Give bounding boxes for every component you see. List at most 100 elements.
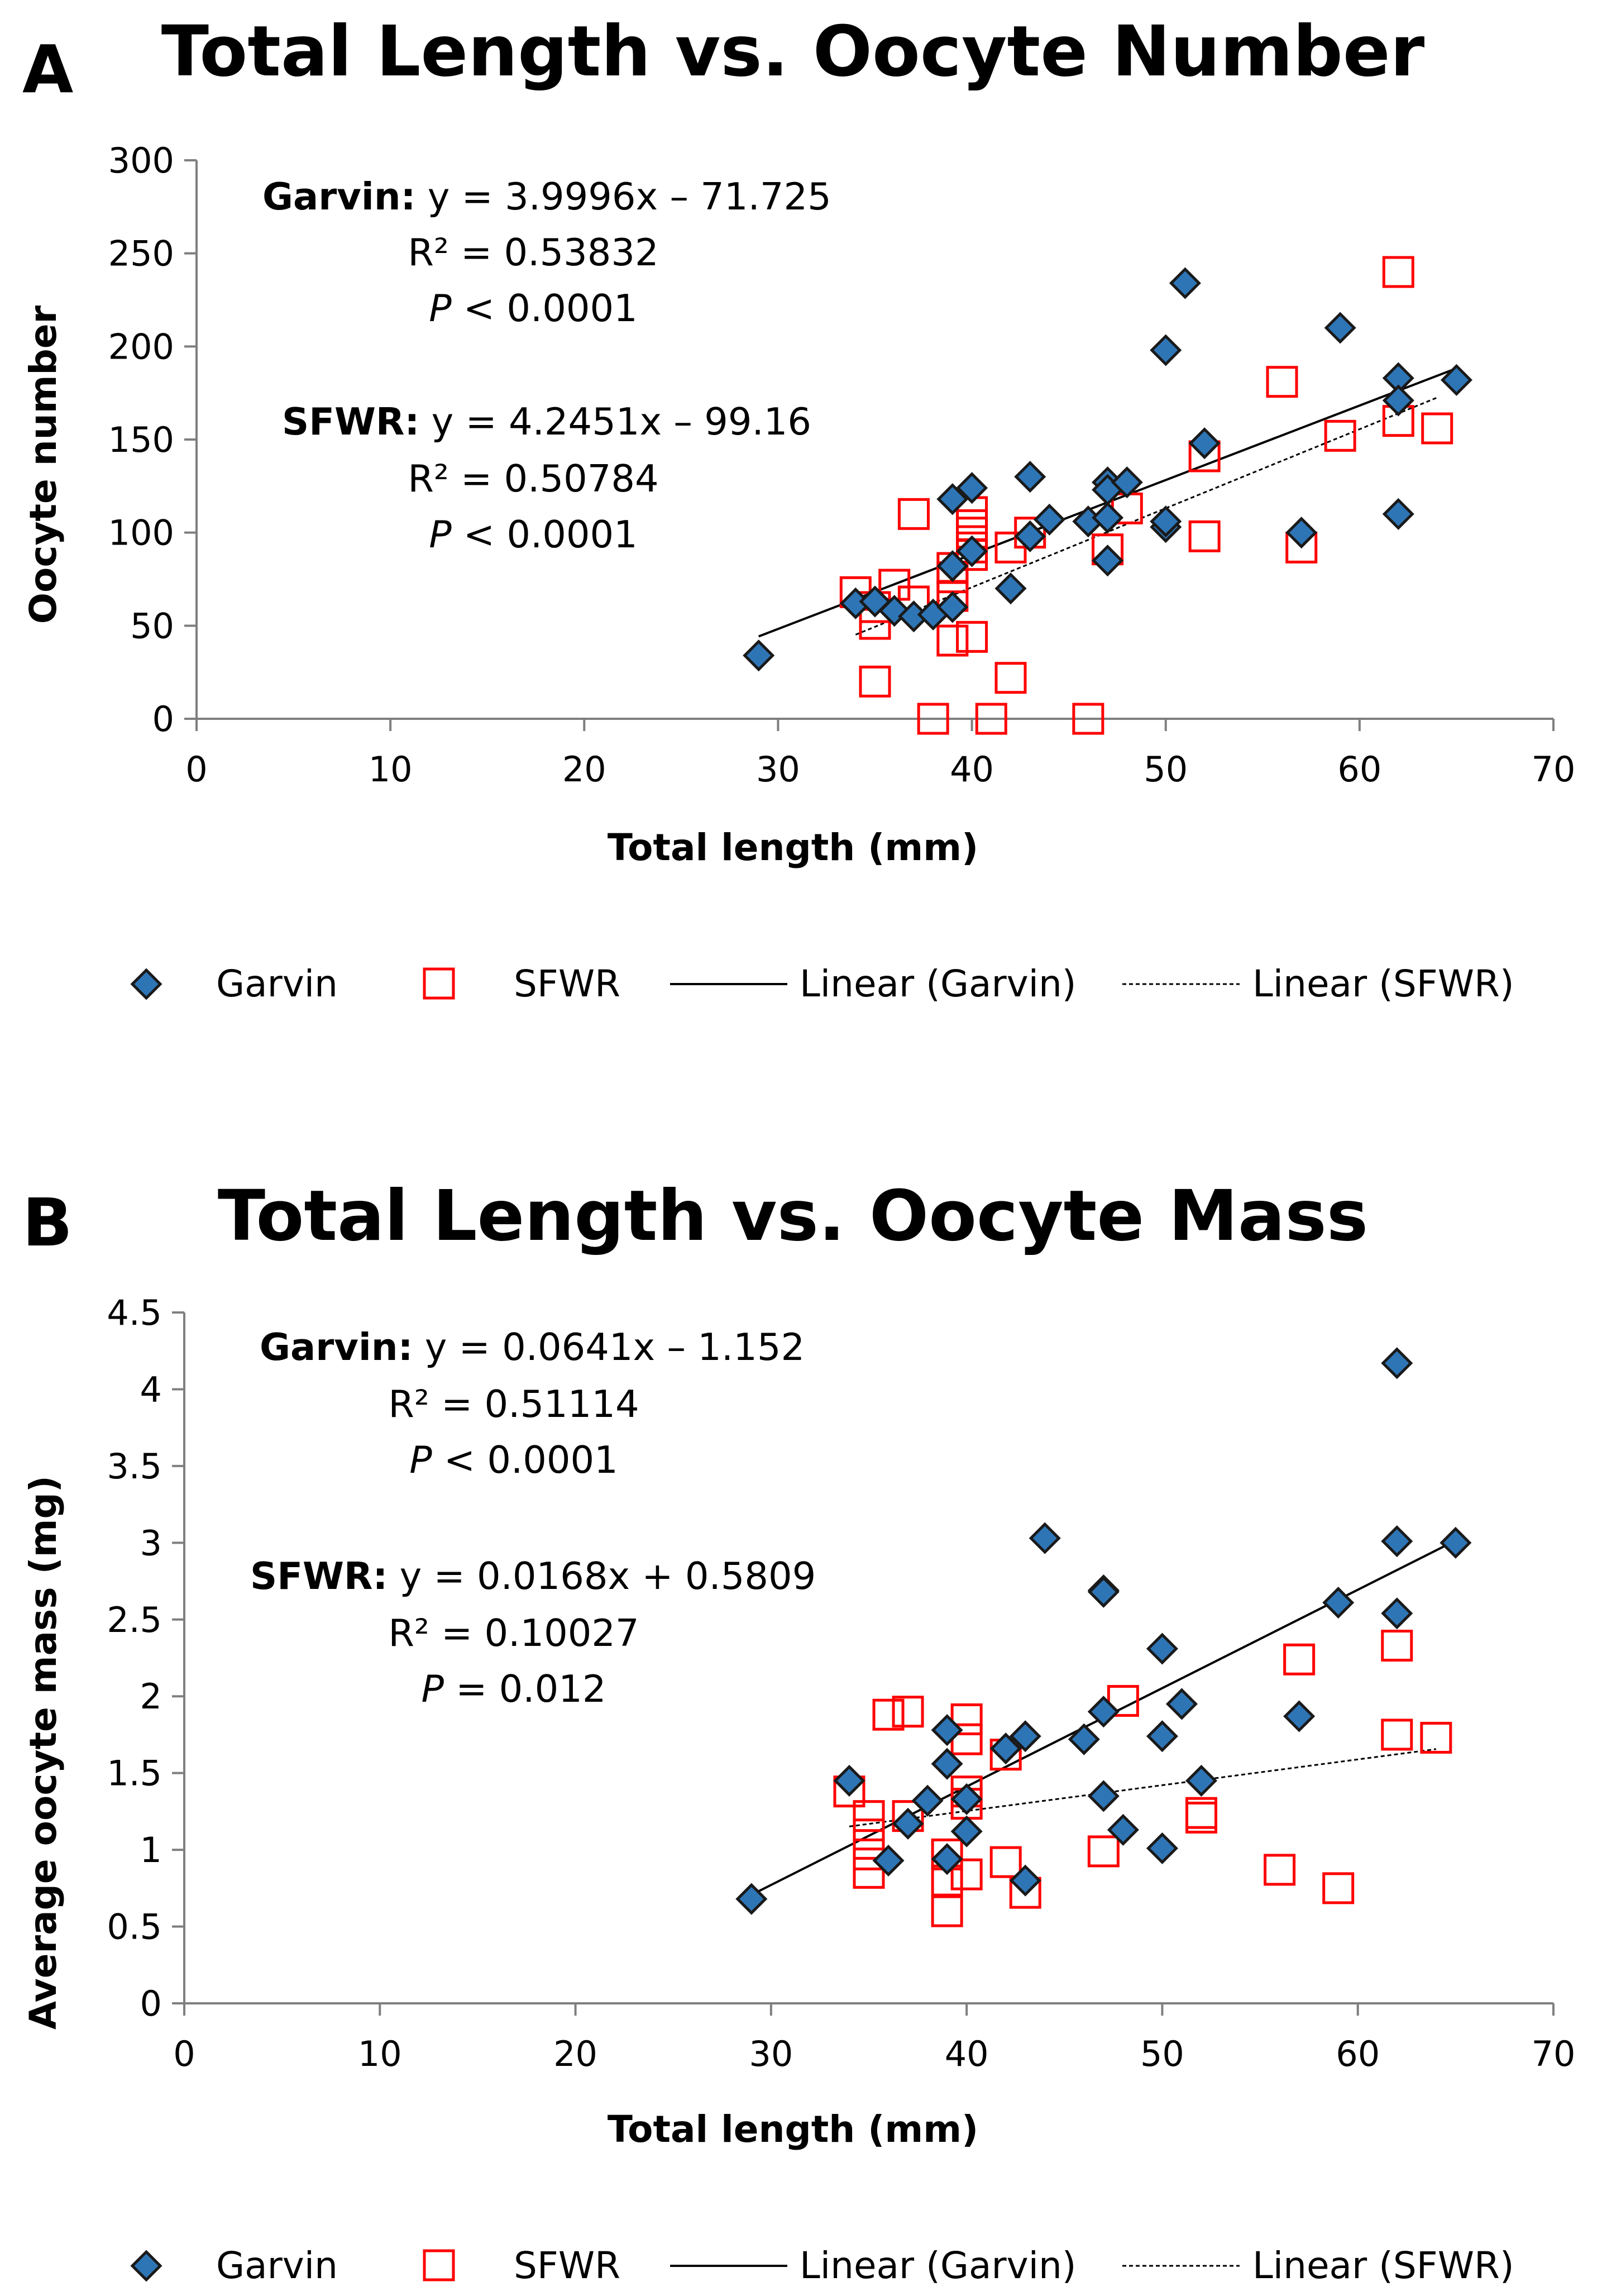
legend-sfwr-label: SFWR xyxy=(514,2244,620,2287)
point-sfwr xyxy=(1421,412,1453,445)
point-garvin xyxy=(1169,267,1201,299)
y-tick-label: 250 xyxy=(108,233,174,274)
annotation-garvin-equation: Garvin: y = 3.9996x – 71.725 xyxy=(262,175,831,218)
annotation-garvin-r2: R² = 0.53832 xyxy=(408,231,658,274)
point-garvin xyxy=(956,472,988,504)
legend-garvin-label: Garvin xyxy=(216,2244,338,2287)
point-garvin xyxy=(872,1844,905,1877)
point-garvin xyxy=(1087,1696,1120,1728)
y-tick-label: 2.5 xyxy=(107,1600,162,1640)
point-garvin xyxy=(1381,1597,1413,1630)
y-tick-label: 200 xyxy=(108,326,174,367)
point-garvin xyxy=(833,1764,865,1797)
point-garvin xyxy=(936,550,969,583)
point-sfwr xyxy=(917,703,949,735)
chart-panel-b: B Total Length vs. Oocyte Mass Total len… xyxy=(0,1148,1602,2296)
y-axis-label: Average oocyte mass (mg) xyxy=(22,1476,65,2030)
point-garvin xyxy=(1440,364,1472,396)
point-garvin xyxy=(911,1784,944,1817)
x-tick-label: 60 xyxy=(1336,2034,1380,2074)
point-garvin xyxy=(735,1883,768,1915)
panel-label: A xyxy=(22,31,73,108)
point-garvin xyxy=(1014,520,1046,552)
y-tick-label: 3 xyxy=(140,1522,162,1563)
x-tick-label: 20 xyxy=(562,749,606,790)
point-sfwr xyxy=(975,703,1007,735)
chart-title: Total Length vs. Oocyte Number xyxy=(161,11,1425,92)
point-garvin xyxy=(1382,498,1414,530)
y-tick-label: 3.5 xyxy=(107,1446,162,1487)
y-axis-label: Oocyte number xyxy=(22,305,65,624)
trendline-sfwr xyxy=(855,397,1438,636)
legend-sfwr-linear-label: Linear (SFWR) xyxy=(1252,2244,1514,2287)
point-sfwr xyxy=(1381,1630,1413,1662)
point-garvin xyxy=(936,483,969,515)
x-tick-label: 70 xyxy=(1532,2034,1576,2074)
point-garvin xyxy=(1150,334,1182,366)
y-tick-label: 300 xyxy=(108,140,174,181)
point-sfwr xyxy=(1087,1835,1120,1868)
point-sfwr xyxy=(989,1846,1022,1878)
chart-legend: Garvin SFWR Linear (Garvin) Linear (SFWR… xyxy=(130,962,1514,1005)
y-tick-label: 100 xyxy=(108,513,174,553)
point-sfwr xyxy=(1188,520,1221,552)
annotation-garvin-equation: Garvin: y = 0.0641x – 1.152 xyxy=(260,1325,805,1369)
x-tick-label: 20 xyxy=(553,2034,597,2074)
point-garvin xyxy=(950,1815,983,1848)
y-tick-label: 4 xyxy=(140,1369,162,1410)
y-tick-label: 4.5 xyxy=(107,1292,162,1333)
point-garvin xyxy=(1285,517,1318,549)
x-tick-label: 60 xyxy=(1337,749,1381,790)
annotation-garvin-p: P < 0.0001 xyxy=(409,1438,618,1482)
point-sfwr xyxy=(872,1698,905,1731)
point-garvin xyxy=(950,1783,983,1815)
point-garvin xyxy=(931,1748,963,1780)
point-garvin xyxy=(931,1714,963,1746)
point-garvin xyxy=(931,1843,963,1875)
legend-sfwr-marker xyxy=(423,2249,455,2281)
point-sfwr xyxy=(1185,1801,1217,1834)
chart-title: Total Length vs. Oocyte Mass xyxy=(218,1176,1368,1257)
point-sfwr xyxy=(950,1858,983,1891)
point-garvin xyxy=(1107,1813,1139,1846)
point-garvin xyxy=(1322,1587,1355,1619)
x-tick-label: 10 xyxy=(358,2034,402,2074)
x-tick-label: 0 xyxy=(185,749,207,790)
annotation-sfwr-r2: R² = 0.50784 xyxy=(408,457,658,500)
x-axis-label: Total length (mm) xyxy=(608,2108,978,2151)
x-tick-label: 70 xyxy=(1532,749,1576,790)
annotation-sfwr-p: P = 0.012 xyxy=(422,1667,606,1711)
point-sfwr xyxy=(931,1895,963,1927)
point-sfwr xyxy=(994,662,1027,694)
annotation-sfwr-r2: R² = 0.10027 xyxy=(388,1611,639,1655)
x-tick-label: 30 xyxy=(749,2034,793,2074)
point-garvin xyxy=(1283,1700,1316,1732)
point-garvin xyxy=(1014,461,1046,493)
point-garvin xyxy=(1381,1525,1413,1558)
point-sfwr xyxy=(1072,703,1104,735)
point-sfwr xyxy=(1381,1719,1413,1751)
point-sfwr xyxy=(853,1800,885,1832)
legend-sfwr-label: SFWR xyxy=(514,962,620,1005)
point-garvin xyxy=(1381,1347,1413,1379)
x-tick-label: 0 xyxy=(173,2034,195,2074)
x-tick-label: 50 xyxy=(1140,2034,1184,2074)
plot-area: 0 10 20 30 40 50 60 70 0 0.5 1 1.5 2 2.5 3 3.5 4 4.5 xyxy=(107,1292,1575,2074)
point-garvin xyxy=(1146,1633,1178,1665)
point-garvin xyxy=(1111,466,1143,499)
point-garvin xyxy=(743,639,775,672)
chart-panel-a: A Total Length vs. Oocyte Number Total l… xyxy=(22,11,1576,1005)
point-sfwr xyxy=(892,1696,924,1728)
annotation-garvin-eq: y = 0.0641x – 1.152 xyxy=(425,1325,805,1369)
point-garvin xyxy=(892,1807,924,1840)
point-garvin xyxy=(989,1732,1022,1765)
annotation-sfwr-label: SFWR: xyxy=(250,1554,388,1598)
legend-sfwr-linear-label: Linear (SFWR) xyxy=(1252,962,1514,1005)
annotation-garvin-label: Garvin: xyxy=(260,1325,413,1369)
point-garvin xyxy=(1146,1720,1178,1753)
point-sfwr xyxy=(853,1856,885,1889)
point-garvin xyxy=(1185,1764,1218,1797)
chart-legend: Garvin SFWR Linear (Garvin) Linear (SFWR… xyxy=(130,2244,1514,2287)
point-garvin xyxy=(1087,1780,1120,1812)
x-tick-label: 50 xyxy=(1144,749,1188,790)
